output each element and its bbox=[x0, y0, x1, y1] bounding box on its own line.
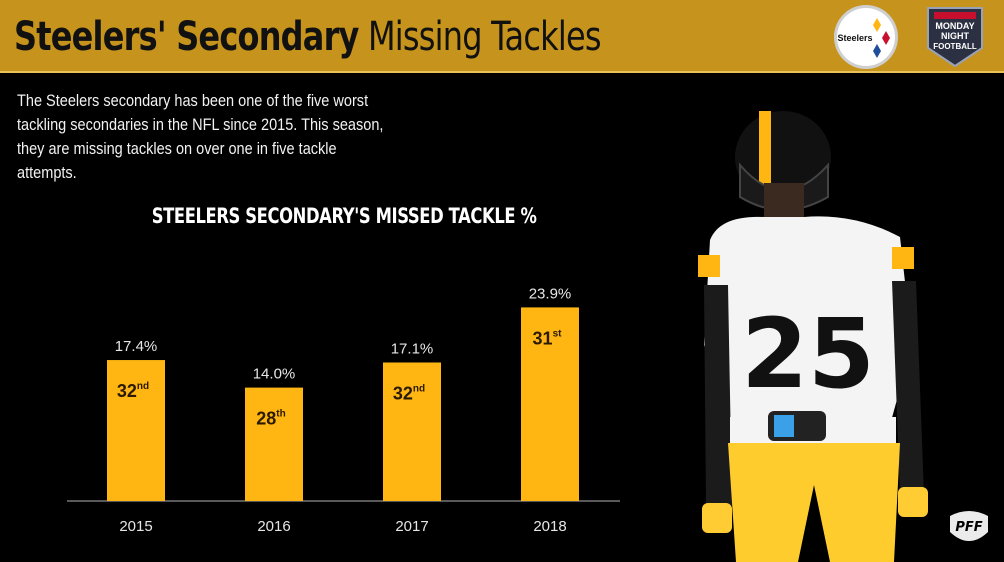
rank-label-2017: 32nd bbox=[393, 383, 425, 403]
missed-tackle-bar-chart: 17.4% 32nd 2015 14.0% 28th 2016 17.1% 32nd 2017 2… bbox=[67, 285, 620, 535]
rank-label-2018: 31st bbox=[533, 328, 563, 348]
mnf-line-2: NIGHT bbox=[941, 31, 970, 41]
description-text: The Steelers secondary has been one of t… bbox=[17, 92, 384, 182]
x-tick-2018: 2018 bbox=[533, 518, 566, 535]
jersey-number: 25 bbox=[741, 298, 875, 410]
pff-watermark-text: PFF bbox=[955, 520, 982, 535]
steelers-logo: Steelers bbox=[834, 5, 898, 69]
value-label-2018: 23.9% bbox=[529, 285, 572, 302]
page-title: Steelers' Secondary Missing Tackles bbox=[14, 11, 602, 63]
rank-label-2016: 28th bbox=[256, 409, 285, 429]
pff-watermark: PFF bbox=[950, 511, 988, 541]
header-banner: Steelers' Secondary Missing Tackles Stee… bbox=[0, 0, 1004, 73]
value-label-2017: 17.1% bbox=[391, 340, 434, 357]
bar-2017 bbox=[383, 362, 441, 501]
x-tick-2017: 2017 bbox=[395, 518, 428, 535]
value-label-2015: 17.4% bbox=[115, 338, 158, 355]
title-bold: Steelers' Secondary bbox=[14, 14, 359, 60]
player-photo: 25 bbox=[698, 111, 928, 562]
mnf-line-1: MONDAY bbox=[935, 21, 974, 31]
x-tick-2016: 2016 bbox=[257, 518, 290, 535]
steelers-logo-text: Steelers bbox=[837, 33, 872, 43]
chart-title: STEELERS SECONDARY'S MISSED TACKLE % bbox=[151, 204, 537, 228]
mnf-line-3: FOOTBALL bbox=[933, 42, 977, 51]
x-tick-2015: 2015 bbox=[119, 518, 152, 535]
bars-group: 17.4% 32nd 2015 14.0% 28th 2016 17.1% 32nd 2017 2… bbox=[107, 285, 579, 535]
value-label-2016: 14.0% bbox=[253, 366, 296, 383]
title-light: Missing Tackles bbox=[367, 14, 602, 60]
bar-2018 bbox=[521, 307, 579, 501]
bar-2016 bbox=[245, 387, 303, 501]
monday-night-football-logo: MONDAY NIGHT FOOTBALL bbox=[927, 7, 983, 68]
bar-2015 bbox=[107, 360, 165, 501]
rank-label-2015: 32nd bbox=[117, 381, 149, 401]
